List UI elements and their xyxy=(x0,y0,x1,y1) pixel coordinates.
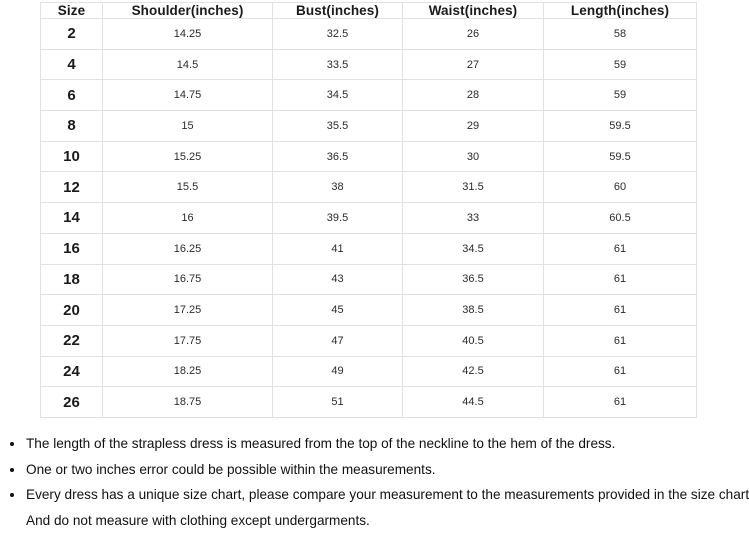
measurement-cell-waist: 40.5 xyxy=(402,324,544,357)
measurement-cell-shoulder: 17.25 xyxy=(102,294,273,326)
table-row: 26 18.75 51 44.5 61 xyxy=(40,386,697,418)
measurement-cell-waist: 29 xyxy=(402,110,544,142)
table-row: 20 17.25 45 38.5 61 xyxy=(40,294,697,326)
measurement-cell-bust: 38 xyxy=(272,171,403,204)
measurement-cell-bust: 35.5 xyxy=(272,110,403,142)
table-row: 6 14.75 34.5 28 59 xyxy=(40,79,697,112)
table-header: Size Shoulder(inches) Bust(inches) Waist(in… xyxy=(40,2,697,19)
size-cell: 18 xyxy=(40,263,103,296)
note-item: The length of the strapless dress is mea… xyxy=(25,431,749,457)
size-cell: 24 xyxy=(40,355,103,388)
size-cell: 4 xyxy=(40,48,103,81)
size-cell: 22 xyxy=(40,324,103,357)
measurement-cell-shoulder: 15.25 xyxy=(102,140,273,173)
measurement-cell-waist: 36.5 xyxy=(402,263,544,296)
table-header-row: Size Shoulder(inches) Bust(inches) Waist(in… xyxy=(40,2,697,19)
measurement-cell-shoulder: 16.25 xyxy=(102,232,273,265)
measurement-cell-length: 61 xyxy=(543,232,697,265)
measurement-cell-shoulder: 15.5 xyxy=(102,171,273,204)
size-cell: 8 xyxy=(40,110,103,142)
table-row: 16 16.25 41 34.5 61 xyxy=(40,232,697,265)
table-body: 2 14.25 32.5 26 58 4 14.5 33.5 27 59 6 14.75 34.5 28 5… xyxy=(40,18,697,418)
measurement-cell-waist: 27 xyxy=(402,48,544,81)
size-cell: 26 xyxy=(40,386,103,418)
measurement-cell-length: 59 xyxy=(543,79,697,112)
measurement-cell-waist: 34.5 xyxy=(402,232,544,265)
measurement-cell-length: 61 xyxy=(543,355,697,388)
measurement-cell-length: 61 xyxy=(543,263,697,296)
note-item: Every dress has a unique size chart, ple… xyxy=(25,482,749,533)
measurement-cell-bust: 47 xyxy=(272,324,403,357)
column-header-length: Length(inches) xyxy=(543,2,697,19)
measurement-cell-shoulder: 15 xyxy=(102,110,273,142)
measurement-cell-length: 61 xyxy=(543,324,697,357)
measurement-cell-length: 58 xyxy=(543,18,697,50)
table-row: 18 16.75 43 36.5 61 xyxy=(40,263,697,296)
measurement-cell-length: 59.5 xyxy=(543,140,697,173)
size-cell: 12 xyxy=(40,171,103,204)
measurement-cell-bust: 41 xyxy=(272,232,403,265)
table-row: 8 15 35.5 29 59.5 xyxy=(40,110,697,142)
size-cell: 14 xyxy=(40,202,103,234)
measurement-cell-bust: 51 xyxy=(272,386,403,418)
measurement-cell-bust: 43 xyxy=(272,263,403,296)
measurement-cell-bust: 39.5 xyxy=(272,202,403,234)
measurement-cell-shoulder: 14.75 xyxy=(102,79,273,112)
table-row: 22 17.75 47 40.5 61 xyxy=(40,324,697,357)
column-header-shoulder: Shoulder(inches) xyxy=(102,2,273,19)
measurement-cell-shoulder: 16 xyxy=(102,202,273,234)
measurement-cell-waist: 31.5 xyxy=(402,171,544,204)
size-cell: 2 xyxy=(40,18,103,50)
measurement-cell-bust: 45 xyxy=(272,294,403,326)
measurement-cell-length: 59 xyxy=(543,48,697,81)
measurement-cell-bust: 49 xyxy=(272,355,403,388)
measurement-cell-waist: 42.5 xyxy=(402,355,544,388)
table-row: 4 14.5 33.5 27 59 xyxy=(40,48,697,81)
measurement-cell-waist: 30 xyxy=(402,140,544,173)
table-row: 24 18.25 49 42.5 61 xyxy=(40,355,697,388)
measurement-cell-waist: 28 xyxy=(402,79,544,112)
size-cell: 20 xyxy=(40,294,103,326)
measurement-cell-shoulder: 14.5 xyxy=(102,48,273,81)
notes-list: The length of the strapless dress is mea… xyxy=(0,431,749,533)
size-cell: 10 xyxy=(40,140,103,173)
measurement-cell-shoulder: 18.25 xyxy=(102,355,273,388)
table-row: 14 16 39.5 33 60.5 xyxy=(40,202,697,234)
table-row: 10 15.25 36.5 30 59.5 xyxy=(40,140,697,173)
measurement-cell-bust: 33.5 xyxy=(272,48,403,81)
measurement-cell-length: 59.5 xyxy=(543,110,697,142)
measurement-cell-length: 61 xyxy=(543,294,697,326)
size-cell: 16 xyxy=(40,232,103,265)
measurement-cell-length: 60.5 xyxy=(543,202,697,234)
column-header-bust: Bust(inches) xyxy=(272,2,403,19)
measurement-cell-waist: 26 xyxy=(402,18,544,50)
measurement-cell-bust: 34.5 xyxy=(272,79,403,112)
column-header-waist: Waist(inches) xyxy=(402,2,544,19)
size-chart-table: Size Shoulder(inches) Bust(inches) Waist(in… xyxy=(40,2,697,418)
size-cell: 6 xyxy=(40,79,103,112)
table-row: 12 15.5 38 31.5 60 xyxy=(40,171,697,204)
measurement-cell-shoulder: 14.25 xyxy=(102,18,273,50)
column-header-size: Size xyxy=(40,2,103,19)
measurement-cell-length: 60 xyxy=(543,171,697,204)
measurement-cell-bust: 32.5 xyxy=(272,18,403,50)
measurement-cell-waist: 33 xyxy=(402,202,544,234)
measurement-cell-shoulder: 17.75 xyxy=(102,324,273,357)
measurement-cell-waist: 38.5 xyxy=(402,294,544,326)
measurement-cell-waist: 44.5 xyxy=(402,386,544,418)
table-row: 2 14.25 32.5 26 58 xyxy=(40,18,697,50)
measurement-cell-shoulder: 18.75 xyxy=(102,386,273,418)
measurement-cell-bust: 36.5 xyxy=(272,140,403,173)
measurement-cell-length: 61 xyxy=(543,386,697,418)
measurement-cell-shoulder: 16.75 xyxy=(102,263,273,296)
note-item: One or two inches error could be possibl… xyxy=(25,457,749,483)
